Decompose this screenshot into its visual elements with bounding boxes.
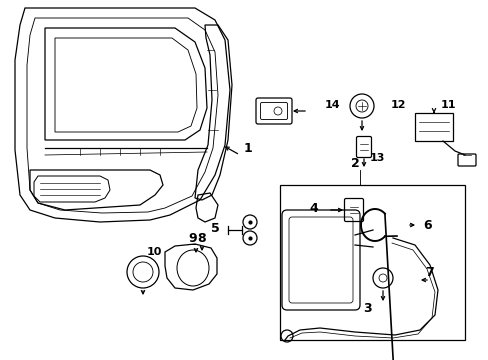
Text: 6: 6: [423, 219, 431, 231]
Text: 14: 14: [325, 100, 340, 110]
Text: 2: 2: [350, 157, 359, 170]
Text: 5: 5: [210, 221, 219, 234]
Text: 12: 12: [389, 100, 405, 110]
Text: 1: 1: [243, 141, 252, 154]
Text: 11: 11: [439, 100, 455, 110]
Text: 8: 8: [197, 231, 206, 244]
Text: 9: 9: [188, 231, 197, 244]
Text: 10: 10: [146, 247, 162, 257]
Text: 3: 3: [362, 302, 370, 315]
Text: 13: 13: [368, 153, 384, 163]
Text: 7: 7: [425, 266, 433, 279]
Text: 4: 4: [309, 202, 318, 215]
Bar: [280, 185, 464, 340]
Bar: [414, 113, 452, 141]
